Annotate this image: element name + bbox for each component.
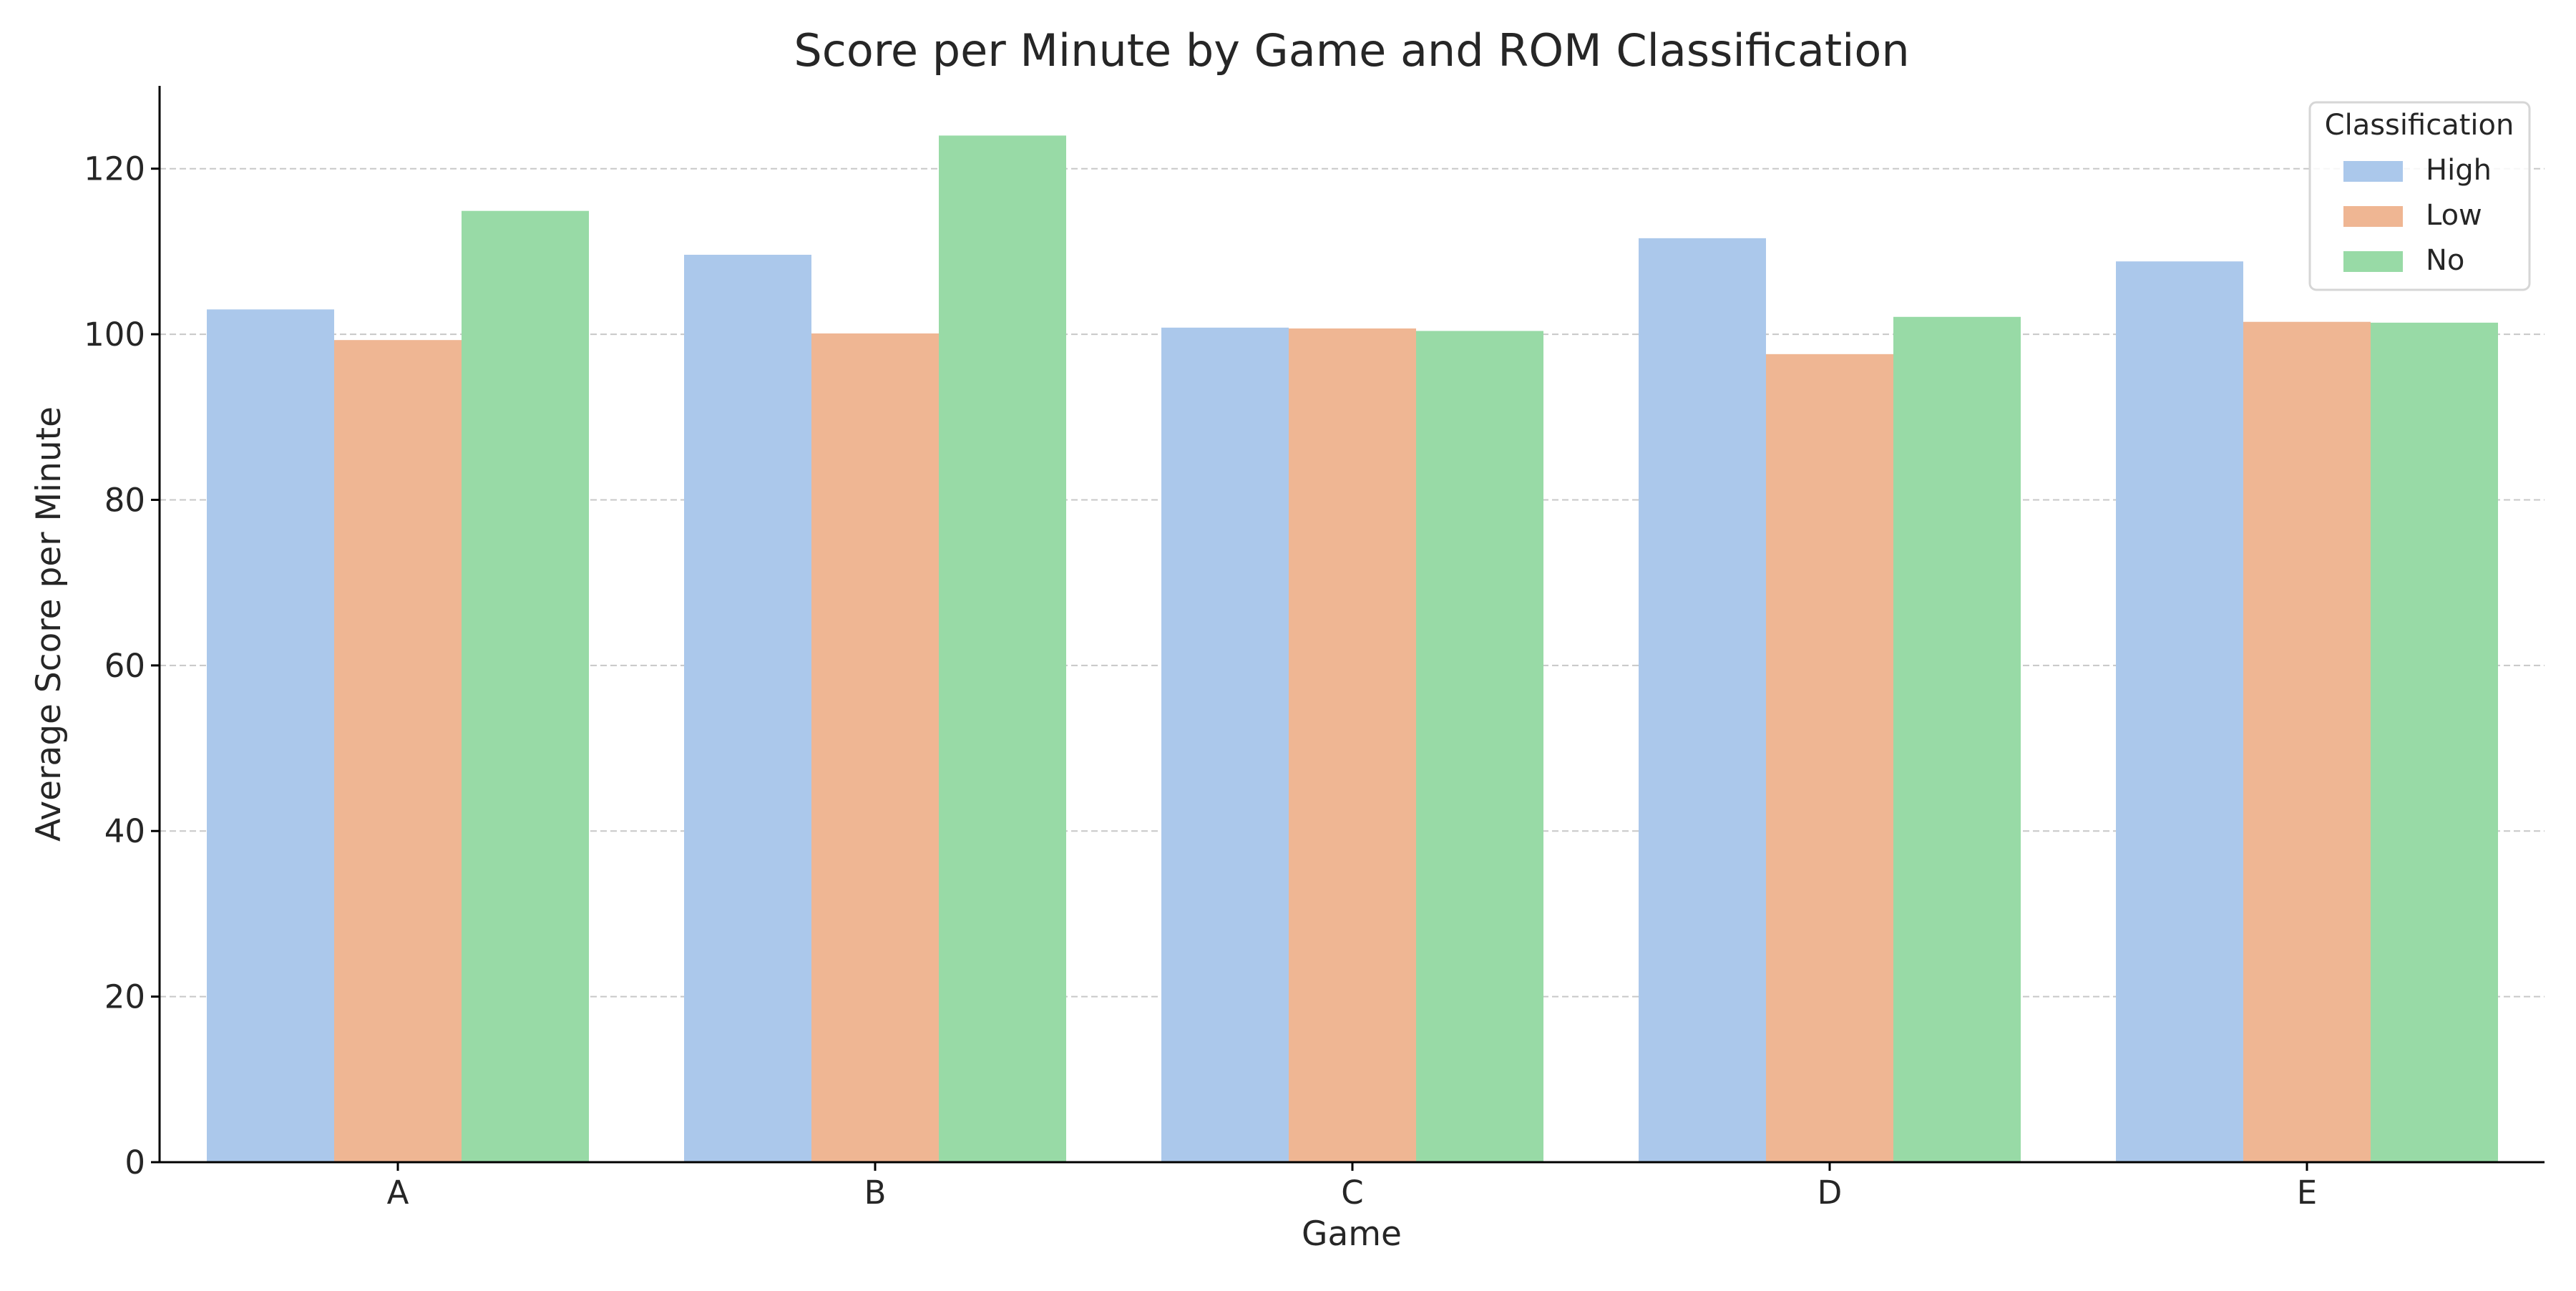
bar-A-low [334, 340, 462, 1162]
y-tick-labels: 0 20 40 60 80 100 120 [84, 150, 160, 1182]
bar-E-low [2243, 321, 2371, 1162]
x-tick-labels: A B C D E [387, 1162, 2317, 1212]
legend-swatch-no [2343, 251, 2403, 272]
x-tick-label: E [2297, 1174, 2317, 1212]
y-axis-label: Average Score per Minute [29, 406, 69, 842]
bar-C-no [1416, 331, 1543, 1162]
legend-swatch-low [2343, 206, 2403, 227]
y-tick-label: 80 [104, 481, 145, 519]
bars [207, 135, 2498, 1163]
bar-E-high [2116, 261, 2243, 1162]
bar-B-no [939, 135, 1066, 1162]
y-tick-label: 0 [125, 1144, 145, 1182]
bar-D-high [1639, 238, 1766, 1163]
x-tick-label: D [1818, 1174, 1843, 1212]
y-tick-label: 120 [84, 150, 145, 188]
y-tick-label: 60 [104, 647, 145, 685]
x-tick-label: A [387, 1174, 409, 1212]
y-tick-label: 40 [104, 812, 145, 850]
legend: Classification High Low No [2308, 101, 2531, 291]
bar-A-no [462, 210, 589, 1163]
bar-D-low [1766, 354, 1893, 1163]
legend-label-high: High [2426, 154, 2492, 187]
chart-title: Score per Minute by Game and ROM Classif… [794, 24, 1909, 77]
x-axis-label: Game [1302, 1214, 1402, 1254]
legend-title: Classification [2325, 109, 2514, 142]
y-tick-label: 20 [104, 978, 145, 1016]
legend-swatch-high [2343, 161, 2403, 182]
legend-items: High Low No [2343, 154, 2492, 277]
bar-E-no [2371, 322, 2498, 1162]
legend-label-low: Low [2426, 199, 2482, 232]
bar-B-high [684, 255, 811, 1162]
legend-label-no: No [2426, 244, 2464, 277]
x-tick-label: B [864, 1174, 887, 1212]
bar-C-low [1289, 328, 1416, 1162]
legend-frame [2308, 101, 2531, 291]
bar-B-low [811, 333, 939, 1162]
bar-C-high [1161, 327, 1289, 1162]
bar-D-no [1893, 316, 2021, 1163]
x-tick-label: C [1341, 1174, 1363, 1212]
y-tick-label: 100 [84, 316, 145, 354]
bar-A-high [207, 309, 334, 1162]
